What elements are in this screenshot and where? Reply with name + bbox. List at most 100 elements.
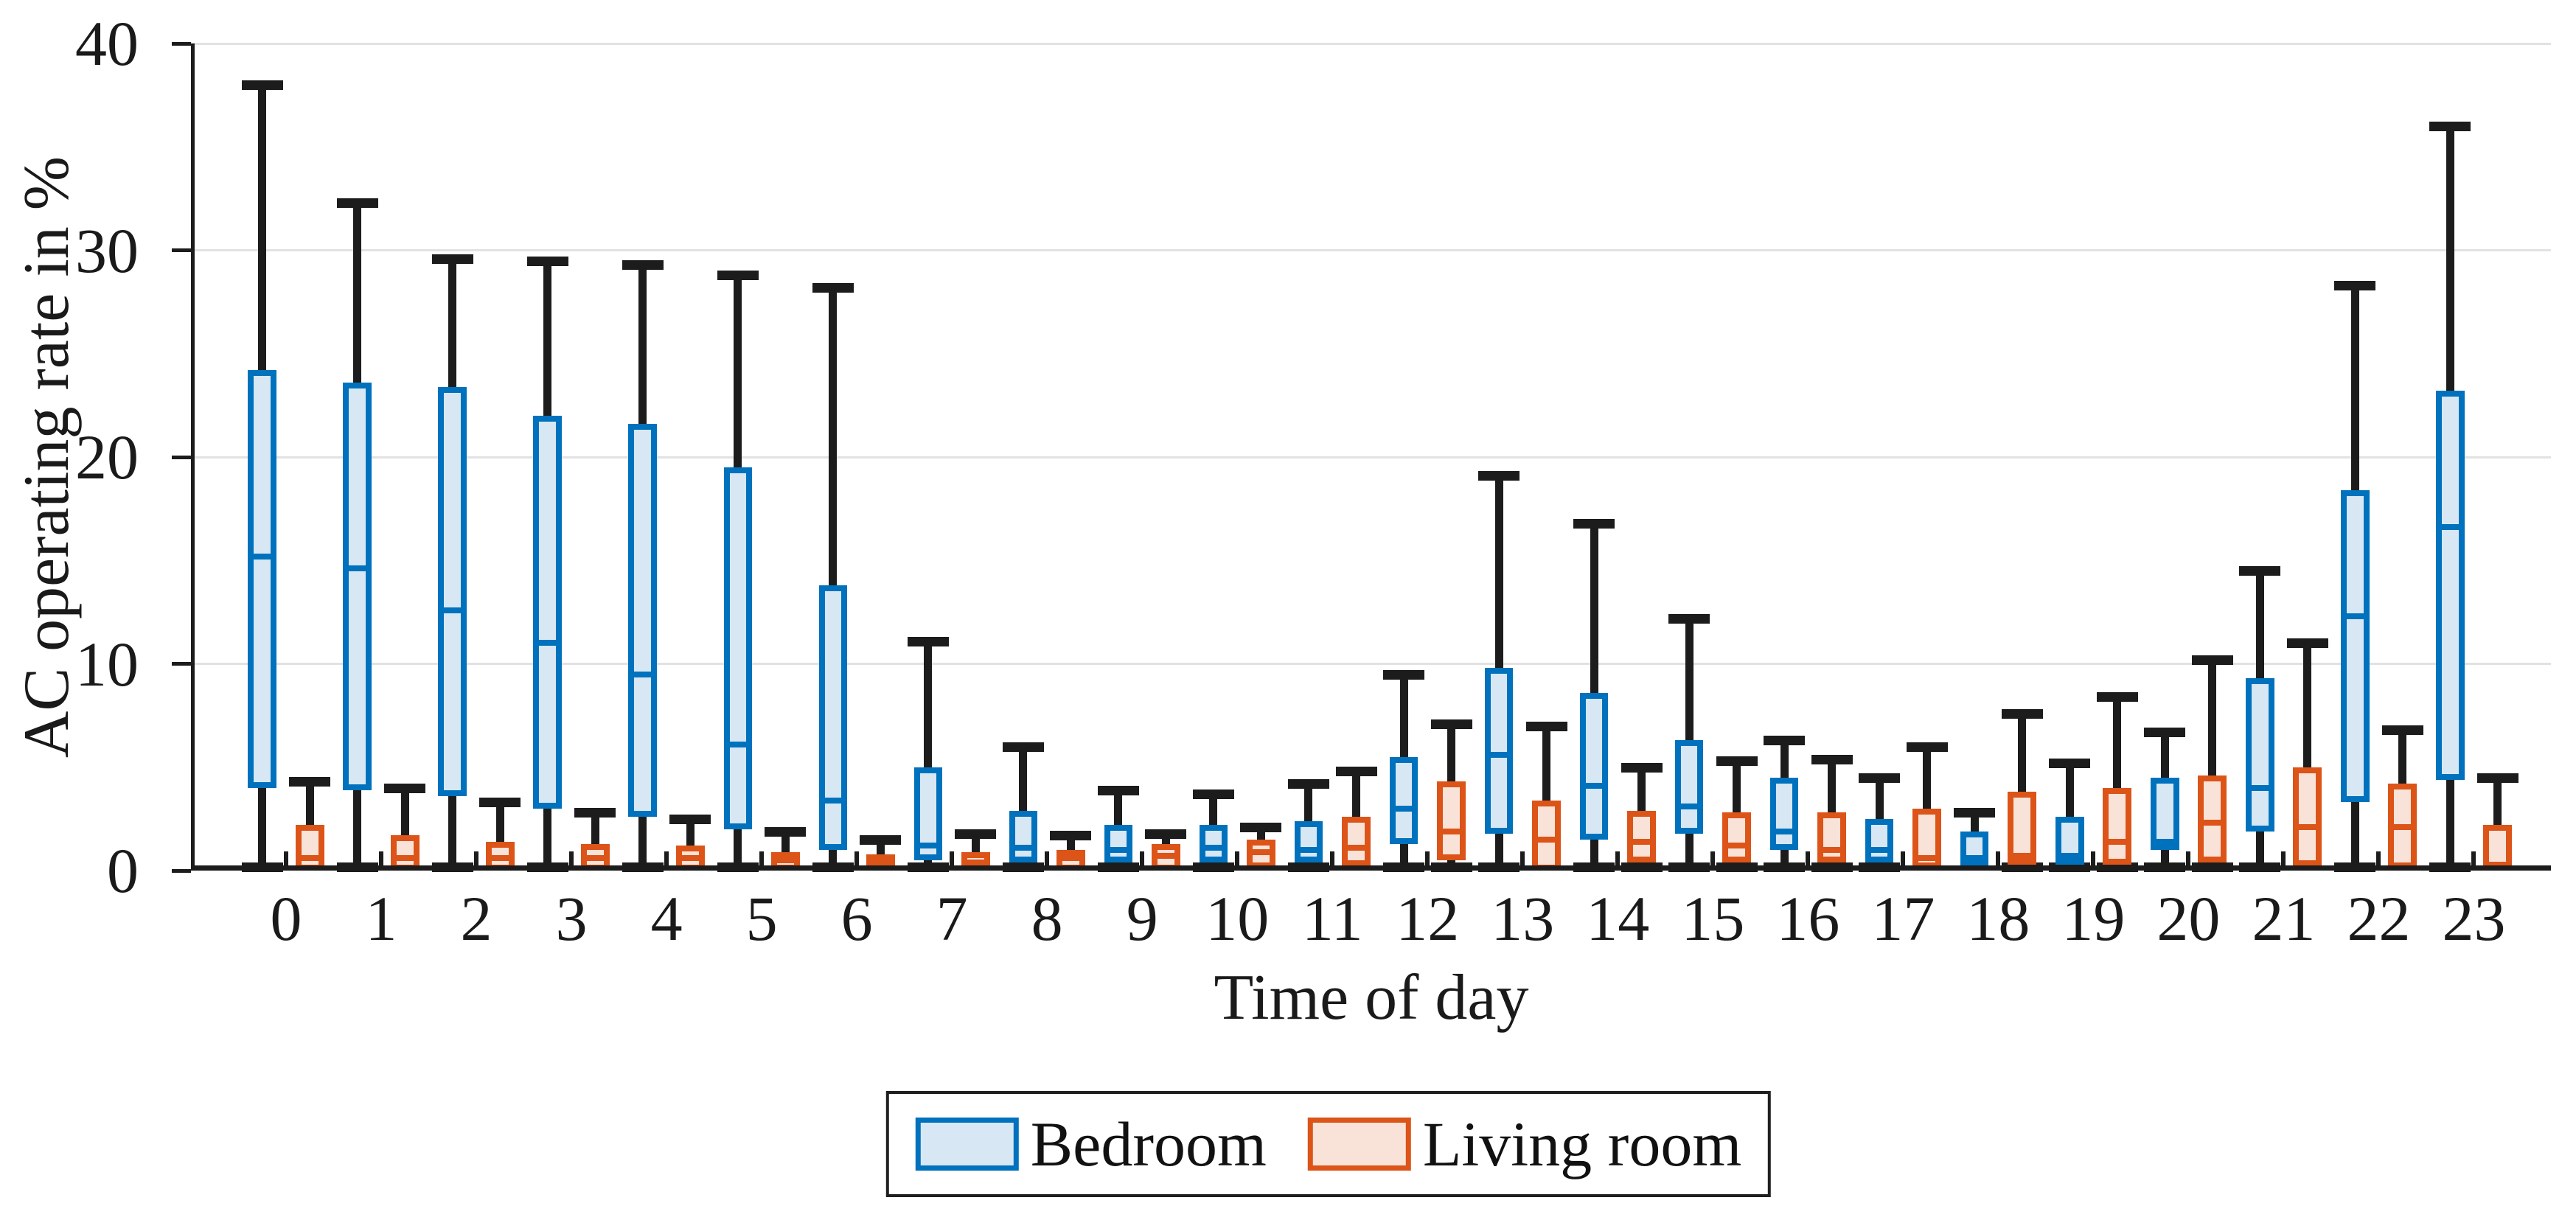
whisker-cap-top-bedroom-hour-18	[1954, 808, 1996, 818]
box-bedroom-hour-2	[438, 386, 467, 796]
median-living-room-hour-12	[1441, 828, 1461, 834]
whisker-cap-top-living-room-hour-8	[1050, 831, 1092, 841]
whisker-cap-top-bedroom-hour-20	[2144, 728, 2186, 738]
whisker-cap-top-bedroom-hour-21	[2239, 566, 2281, 576]
x-tick-label-3: 3	[555, 883, 588, 954]
whisker-cap-top-bedroom-hour-8	[1002, 742, 1044, 752]
whisker-cap-top-bedroom-hour-15	[1668, 613, 1710, 624]
x-tick-17	[1901, 851, 1906, 871]
x-tick-2	[474, 851, 479, 871]
median-living-room-hour-1	[394, 855, 415, 862]
x-tick-label-15: 15	[1681, 883, 1745, 954]
box-living-room-hour-12	[1437, 781, 1466, 860]
median-bedroom-hour-19	[2059, 853, 2080, 860]
median-living-room-hour-15	[1727, 843, 1747, 849]
box-bedroom-hour-13	[1484, 668, 1514, 834]
whisker-cap-top-bedroom-hour-13	[1478, 471, 1520, 481]
median-bedroom-hour-3	[537, 640, 558, 646]
box-living-room-hour-1	[390, 835, 420, 871]
box-bedroom-hour-17	[1865, 818, 1894, 862]
x-tick-16	[1806, 851, 1811, 871]
median-bedroom-hour-14	[1584, 782, 1604, 789]
median-living-room-hour-3	[585, 855, 605, 862]
y-tick-30	[172, 248, 191, 252]
x-tick-5	[759, 851, 765, 871]
y-tick-label-0: 0	[107, 835, 139, 906]
x-tick-10	[1235, 851, 1240, 871]
x-tick-label-14: 14	[1586, 883, 1650, 954]
x-tick-label-7: 7	[936, 883, 968, 954]
box-bedroom-hour-0	[248, 370, 277, 788]
x-tick-8	[1045, 851, 1050, 871]
whisker-cap-top-bedroom-hour-1	[336, 198, 378, 208]
median-bedroom-hour-10	[1203, 845, 1224, 851]
whisker-cap-top-bedroom-hour-19	[2049, 759, 2091, 769]
whisker-cap-top-bedroom-hour-14	[1573, 518, 1615, 529]
median-living-room-hour-0	[299, 855, 320, 862]
plot-area: 0 10 20 30 40 0 1 2 3 4 5 6 7 8 9 10 11 12 13 14 15 16 17 18 19 2…	[75, 12, 2551, 950]
x-tick-19	[2091, 851, 2096, 871]
whisker-cap-top-living-room-hour-23	[2476, 773, 2518, 783]
x-tick-0	[284, 851, 289, 871]
box-living-room-hour-16	[1817, 812, 1846, 862]
whisker-cap-top-living-room-hour-22	[2381, 725, 2423, 736]
whisker-living-room-hour-5	[781, 831, 790, 871]
median-living-room-hour-19	[2107, 838, 2128, 845]
whisker-living-room-hour-13	[1542, 725, 1551, 871]
whisker-living-room-hour-3	[591, 812, 599, 871]
median-bedroom-hour-8	[1013, 845, 1034, 851]
whisker-living-room-hour-18	[2018, 713, 2027, 871]
box-bedroom-hour-12	[1389, 756, 1418, 844]
box-bedroom-hour-9	[1104, 825, 1133, 862]
box-bedroom-hour-16	[1769, 777, 1799, 850]
whisker-cap-top-bedroom-hour-7	[907, 636, 949, 646]
x-tick-14	[1615, 851, 1621, 871]
x-tick-label-23: 23	[2442, 883, 2506, 954]
median-living-room-hour-21	[2297, 824, 2318, 831]
x-tick-23	[2471, 851, 2476, 871]
median-living-room-hour-10	[1251, 848, 1271, 855]
box-bedroom-hour-8	[1009, 810, 1038, 862]
whisker-cap-top-bedroom-hour-0	[241, 80, 283, 91]
y-tick-10	[172, 662, 191, 666]
whisker-living-room-hour-17	[1923, 746, 1932, 871]
box-bedroom-hour-15	[1674, 740, 1704, 834]
x-tick-20	[2186, 851, 2191, 871]
living-room-swatch-icon	[1307, 1118, 1411, 1171]
whisker-cap-top-living-room-hour-5	[765, 826, 807, 837]
median-living-room-hour-8	[1061, 855, 1081, 862]
median-bedroom-hour-20	[2154, 838, 2175, 845]
box-living-room-hour-15	[1722, 812, 1751, 862]
box-living-room-hour-14	[1627, 810, 1656, 862]
whisker-living-room-hour-20	[2208, 659, 2217, 871]
whisker-living-room-hour-4	[686, 818, 695, 871]
x-tick-15	[1710, 851, 1716, 871]
whisker-cap-top-living-room-hour-21	[2286, 638, 2328, 649]
whisker-cap-top-bedroom-hour-16	[1764, 736, 1806, 746]
median-living-room-hour-6	[871, 859, 891, 865]
whisker-bedroom-hour-6	[829, 287, 838, 871]
whisker-cap-top-living-room-hour-0	[289, 777, 331, 787]
box-bedroom-hour-4	[628, 424, 658, 818]
y-tick-40	[172, 41, 191, 46]
legend-label-bedroom: Bedroom	[1030, 1109, 1267, 1179]
box-living-room-hour-0	[295, 825, 324, 871]
median-bedroom-hour-21	[2249, 784, 2270, 791]
whisker-living-room-hour-19	[2113, 697, 2122, 871]
x-tick-label-5: 5	[745, 883, 778, 954]
median-living-room-hour-4	[680, 855, 700, 862]
box-bedroom-hour-6	[818, 585, 848, 850]
median-bedroom-hour-13	[1489, 751, 1509, 758]
whisker-cap-top-bedroom-hour-2	[431, 254, 473, 264]
x-tick-label-11: 11	[1301, 883, 1363, 954]
gridline-20	[191, 456, 2551, 459]
median-living-room-hour-20	[2202, 820, 2223, 826]
median-living-room-hour-13	[1536, 836, 1556, 843]
whisker-cap-top-living-room-hour-17	[1906, 742, 1948, 752]
y-tick-label-30: 30	[75, 215, 139, 286]
x-tick-label-22: 22	[2347, 883, 2411, 954]
whisker-living-room-hour-23	[2493, 777, 2502, 871]
whisker-cap-top-living-room-hour-11	[1335, 767, 1377, 777]
y-tick-label-10: 10	[75, 628, 139, 700]
y-tick-label-40: 40	[75, 8, 139, 79]
